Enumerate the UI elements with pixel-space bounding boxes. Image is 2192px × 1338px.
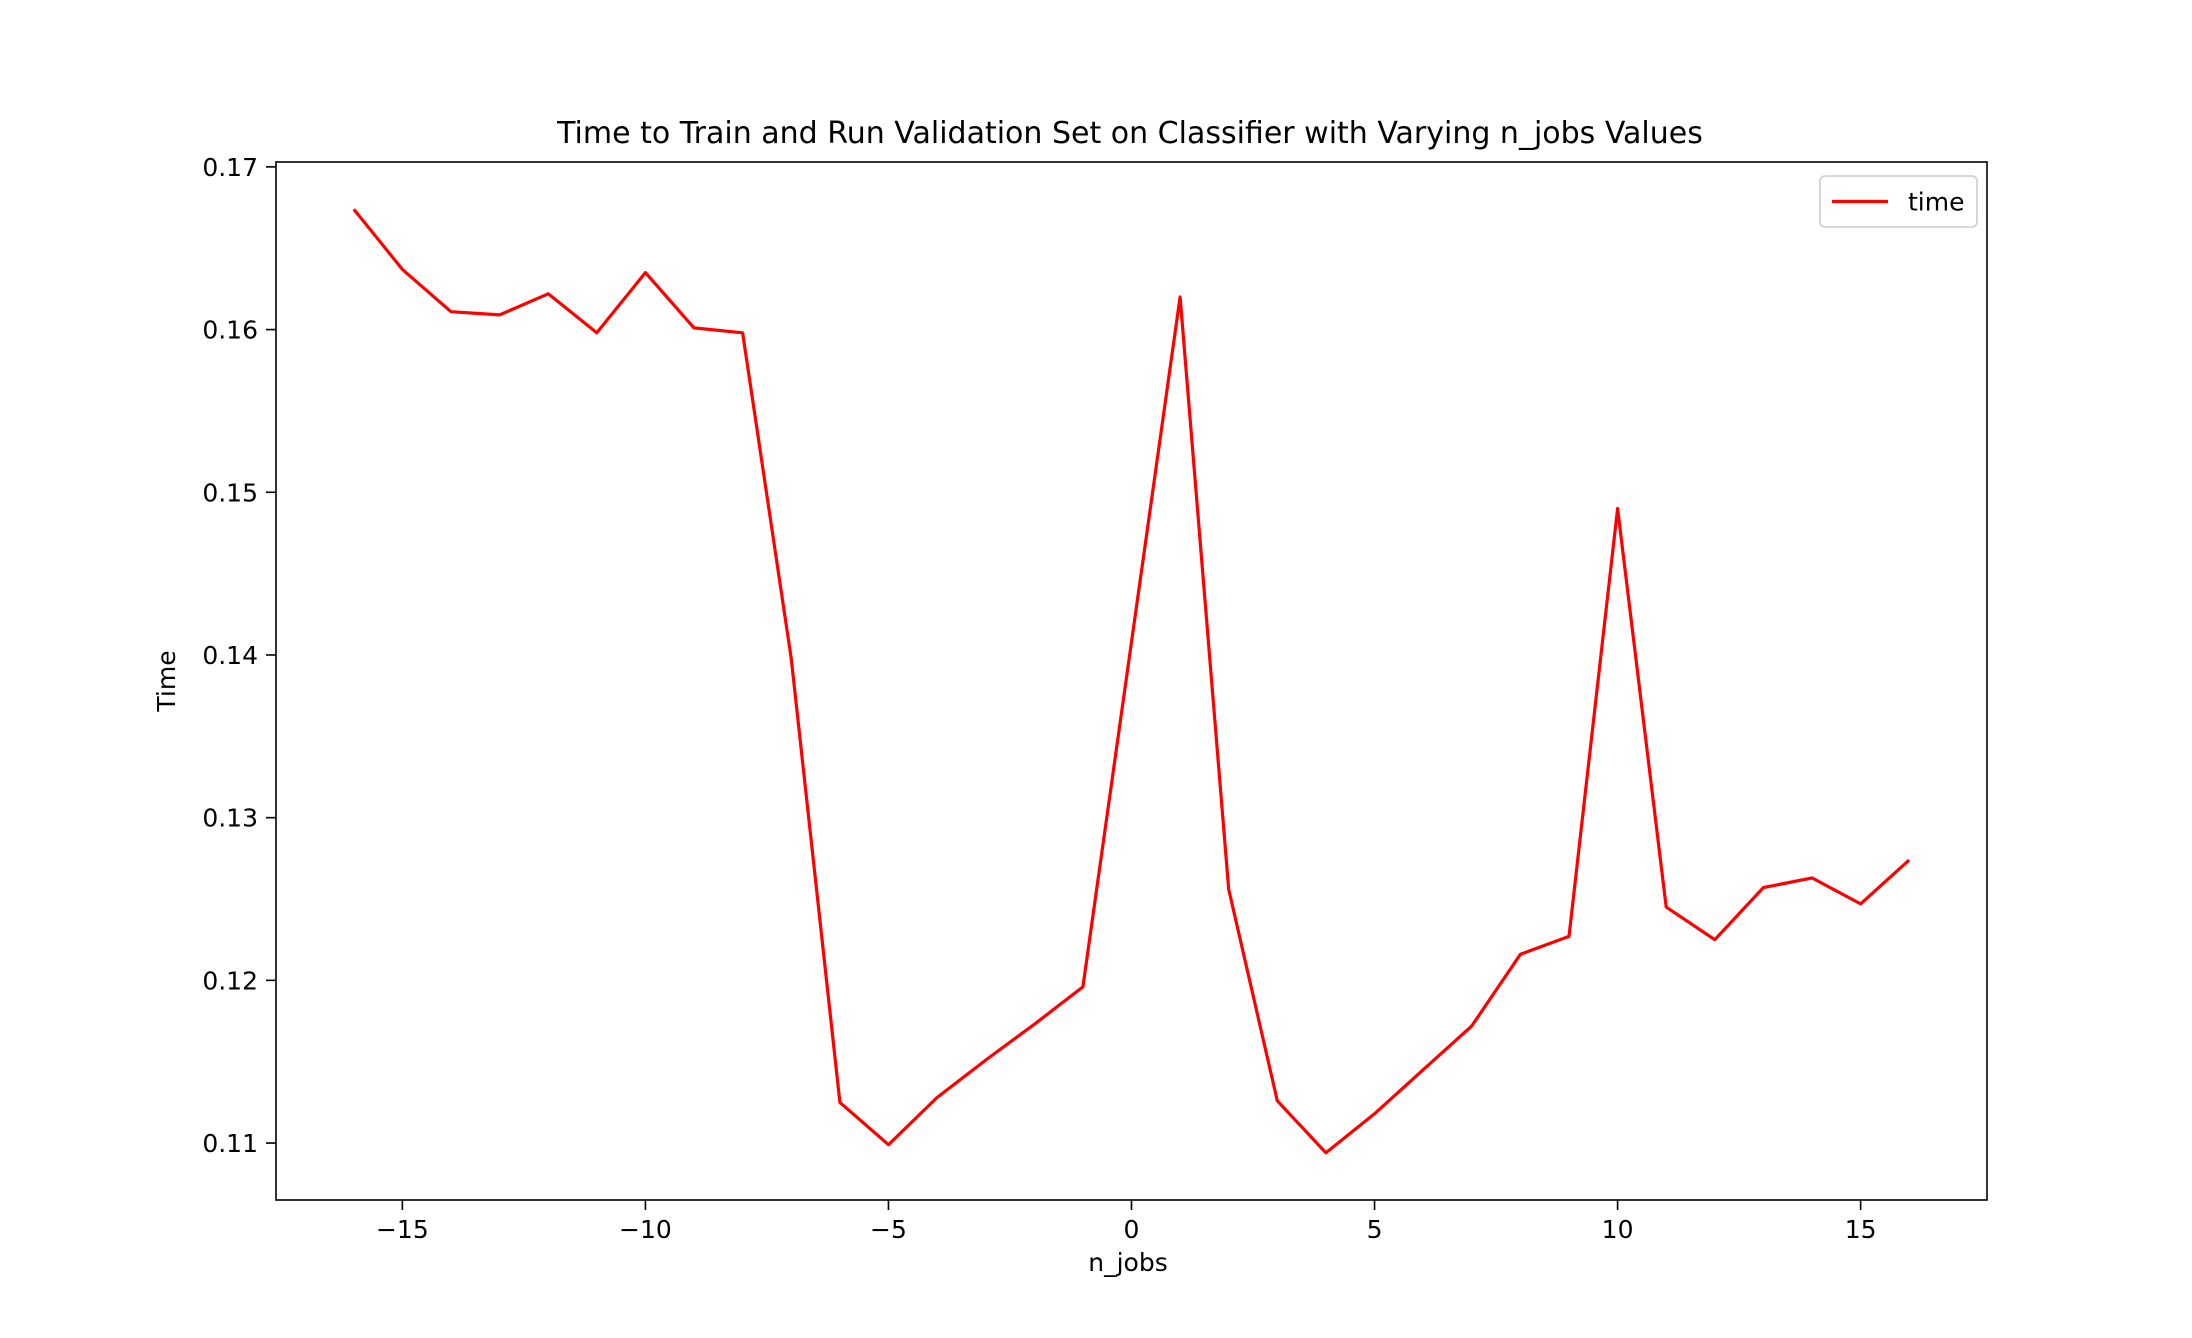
y-tick-label: 0.14 [202,641,258,670]
x-axis-label: n_jobs [1088,1248,1167,1277]
y-tick-label: 0.13 [202,804,258,833]
series-line-time [352,208,1911,1155]
chart-title: Time to Train and Run Validation Set on … [556,116,1703,151]
x-tick-label: 15 [1845,1215,1877,1244]
x-axis: −15 −10 −5 0 5 10 15 [376,1200,1877,1244]
x-tick-label: 5 [1367,1215,1383,1244]
x-tick-label: 0 [1124,1215,1140,1244]
x-tick-label: −15 [376,1215,429,1244]
series-layer [352,208,1911,1155]
x-tick-label: −5 [870,1215,907,1244]
y-axis: 0.11 0.12 0.13 0.14 0.15 0.16 0.17 [202,153,276,1158]
y-tick-label: 0.17 [202,153,258,182]
y-tick-label: 0.15 [202,478,258,507]
y-axis-label: Time [152,650,181,712]
legend-label: time [1908,188,1964,217]
y-tick-label: 0.16 [202,316,258,345]
y-tick-label: 0.12 [202,966,258,995]
legend: time [1819,175,1978,228]
x-tick-label: −10 [619,1215,672,1244]
x-tick-label: 10 [1602,1215,1634,1244]
y-tick-label: 0.11 [202,1129,258,1158]
legend-box [1819,175,1978,228]
